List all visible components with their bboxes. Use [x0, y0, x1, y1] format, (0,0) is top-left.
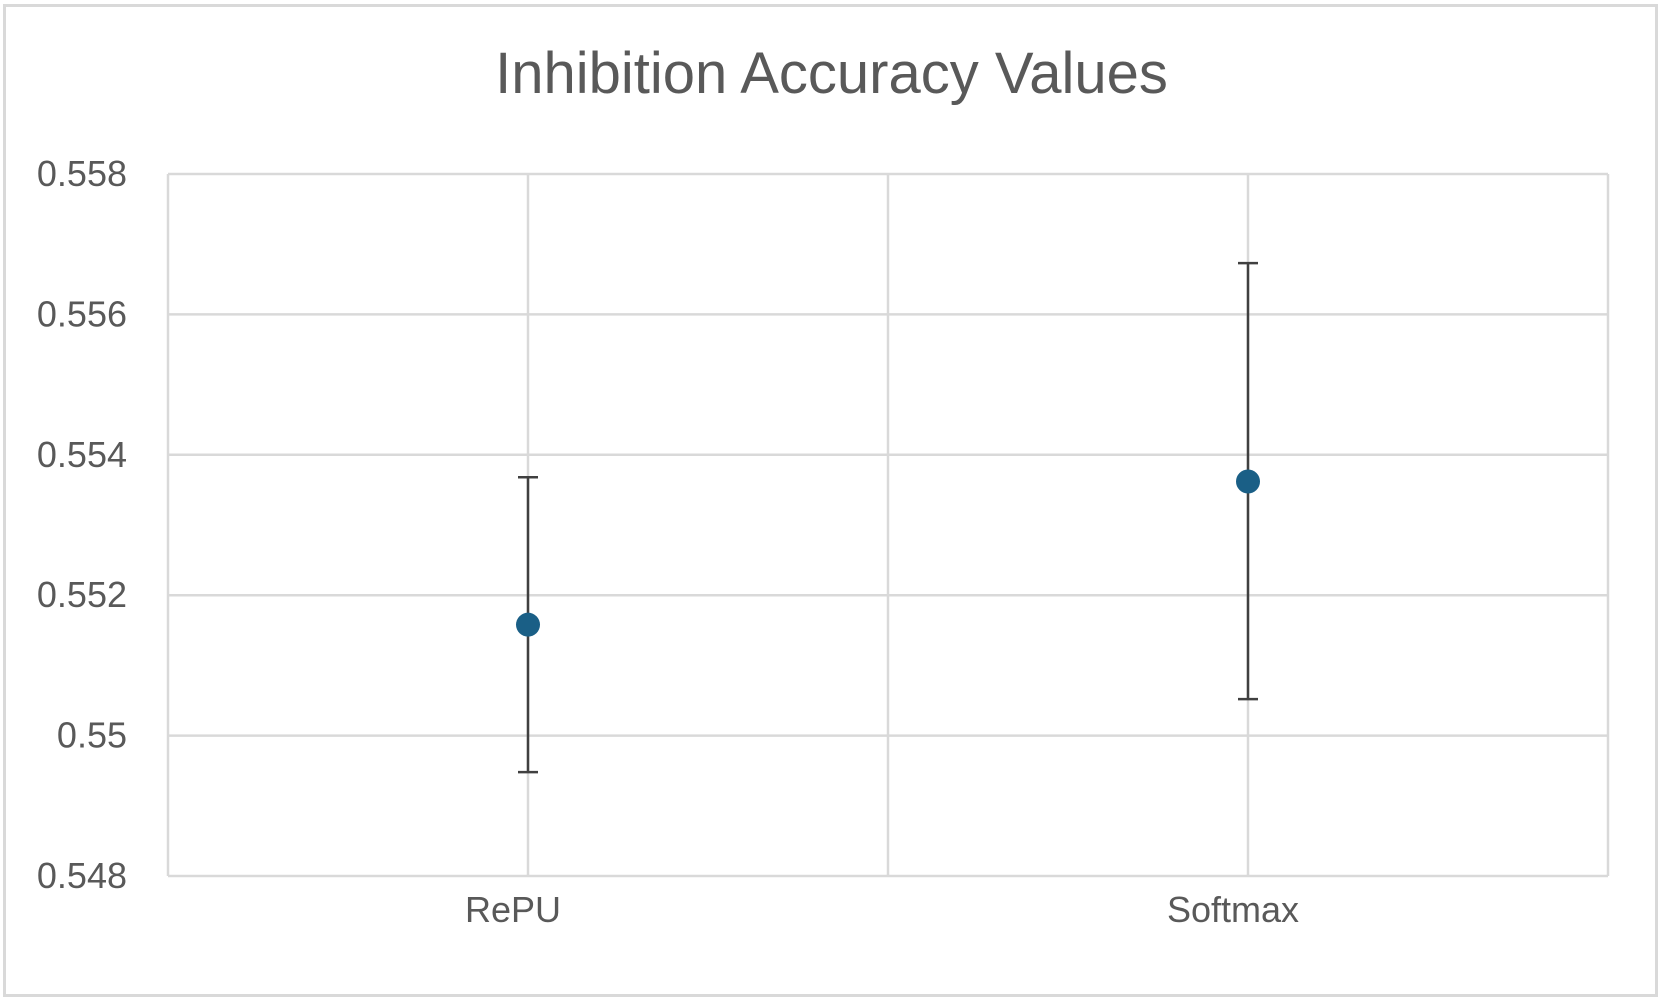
- chart-frame: [3, 4, 1658, 997]
- y-tick-label: 0.558: [37, 153, 127, 194]
- chart-title: Inhibition Accuracy Values: [495, 41, 1168, 106]
- y-tick-label: 0.556: [37, 293, 127, 334]
- y-tick-label: 0.552: [37, 574, 127, 615]
- data-point: [516, 612, 540, 637]
- y-tick-label: 0.548: [37, 855, 127, 896]
- data-point: [1236, 469, 1260, 494]
- x-tick-label: RePU: [465, 889, 561, 930]
- y-tick-label: 0.554: [37, 434, 127, 475]
- x-tick-label: Softmax: [1167, 889, 1299, 930]
- y-tick-label: 0.55: [57, 715, 127, 756]
